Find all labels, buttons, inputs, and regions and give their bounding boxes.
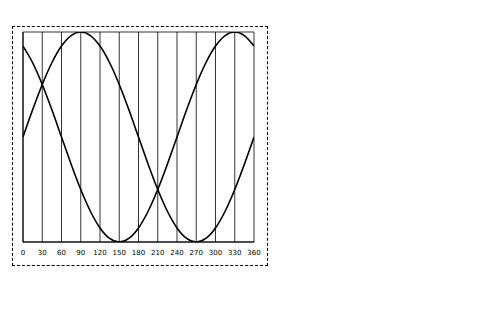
svg-text:270: 270 [190,249,203,257]
svg-text:180: 180 [132,249,145,257]
svg-text:240: 240 [170,249,183,257]
svg-text:150: 150 [113,249,126,257]
svg-text:90: 90 [76,249,85,257]
svg-text:120: 120 [93,249,106,257]
svg-text:210: 210 [151,249,164,257]
svg-text:330: 330 [228,249,241,257]
svg-text:30: 30 [38,249,47,257]
svg-text:60: 60 [57,249,66,257]
svg-text:0: 0 [21,249,25,257]
svg-text:360: 360 [247,249,260,257]
svg-text:300: 300 [209,249,222,257]
